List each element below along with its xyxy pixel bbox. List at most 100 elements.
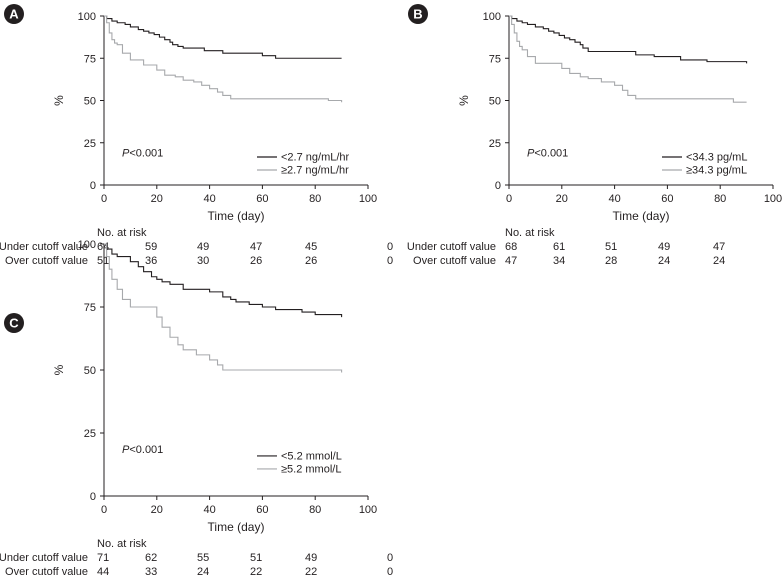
risk-table-value: 59 [145,241,157,253]
legend-label-series-2: ≥34.3 pg/mL [686,164,747,176]
y-tick-label: 100 [78,11,96,23]
x-tick-label: 40 [608,193,620,205]
risk-table-value: 0 [387,552,393,564]
risk-table-value: 0 [387,255,393,267]
risk-table-value: 24 [658,255,670,267]
legend-label-series-2: ≥5.2 mmol/L [281,463,341,475]
risk-table-value: 24 [197,566,209,578]
legend: <2.7 ng/mL/hr≥2.7 ng/mL/hr [257,151,350,176]
km-curve-series-1 [104,243,343,318]
legend-label-series-1: <5.2 mmol/L [281,450,342,462]
risk-table: No. at risk Under cutoff value 71 62 55 51 49 0… [0,538,393,578]
y-tick-label: 50 [84,96,96,108]
y-tick-label: 25 [84,428,96,440]
risk-table-row-label: Under cutoff value [0,552,88,564]
risk-table-header: No. at risk [505,227,555,239]
x-tick-label: 100 [359,504,377,516]
y-tick-label: 75 [84,53,96,65]
x-tick-label: 100 [764,193,782,205]
p-value-text: <0.001 [534,147,568,159]
x-tick-label: 60 [661,193,673,205]
risk-table-value: 55 [197,552,209,564]
km-curve-series-2 [509,15,747,103]
y-tick-label: 100 [78,239,96,251]
km-curve-series-1 [509,15,748,64]
risk-table-value: 49 [305,552,317,564]
y-axis-label: % [52,364,66,375]
y-tick-label: 25 [489,138,501,150]
legend-label-series-1: <2.7 ng/mL/hr [281,151,350,163]
panel-badge: A [4,4,24,24]
panel-b: B 0 25 50 75 100 0 20 40 60 80 100 Time (day)% P<0.00… [407,4,782,267]
y-axis-label: % [457,95,471,106]
risk-table-row-label: Under cutoff value [0,241,88,253]
panel-badge-letter: A [9,7,19,22]
risk-table-value: 71 [97,552,109,564]
risk-table-value: 51 [250,552,262,564]
risk-table-value: 34 [553,255,565,267]
x-tick-label: 100 [359,193,377,205]
risk-table-value: 47 [250,241,262,253]
risk-table-value: 64 [97,241,109,253]
risk-table-value: 28 [605,255,617,267]
panel-badge: C [4,313,24,333]
x-tick-label: 40 [203,504,215,516]
panel-c: C 0 25 50 75 100 0 20 40 60 80 100 Time (day)% P<0.00… [0,239,393,578]
p-value-label: P<0.001 [122,444,163,456]
risk-table-row-label: Over cutoff value [5,566,88,578]
risk-table-value: 33 [145,566,157,578]
risk-table-value: 49 [658,241,670,253]
panel-badge-circle [408,4,428,24]
risk-table-row-label: Over cutoff value [413,255,496,267]
x-tick-label: 80 [309,193,321,205]
risk-table-value: 68 [505,241,517,253]
x-tick-label: 20 [151,504,163,516]
x-axis-label: Time (day) [208,520,265,534]
panel-badge-circle [4,313,24,333]
x-tick-label: 20 [151,193,163,205]
legend-label-series-2: ≥2.7 ng/mL/hr [281,164,349,176]
risk-table-value: 0 [387,241,393,253]
x-tick-label: 20 [556,193,568,205]
y-tick-label: 0 [90,491,96,503]
risk-table-value: 22 [305,566,317,578]
risk-table-value: 62 [145,552,157,564]
risk-table-value: 26 [305,255,317,267]
risk-table: No. at risk Under cutoff value 64 59 49 47 45 0… [0,227,393,267]
x-tick-label: 0 [506,193,512,205]
panel-badge-letter: C [9,316,19,331]
y-tick-label: 50 [84,365,96,377]
y-tick-label: 25 [84,138,96,150]
panel-a: A 0 25 50 75 100 0 20 40 60 80 100 Time (day)% P<0.00… [0,4,393,267]
risk-table-row-label: Under cutoff value [407,241,496,253]
y-axis-label: % [52,95,66,106]
x-axis-label: Time (day) [208,209,265,223]
p-value-label: P<0.001 [527,147,568,159]
risk-table-value: 44 [97,566,109,578]
risk-table-value: 26 [250,255,262,267]
risk-table-value: 49 [197,241,209,253]
y-tick-label: 75 [84,302,96,314]
risk-table-value: 22 [250,566,262,578]
risk-table-value: 61 [553,241,565,253]
risk-table-value: 45 [305,241,317,253]
x-tick-label: 60 [256,193,268,205]
risk-table-value: 0 [387,566,393,578]
x-axis-label: Time (day) [613,209,670,223]
risk-table-header: No. at risk [97,538,147,550]
x-tick-label: 0 [101,504,107,516]
risk-table-header: No. at risk [97,227,147,239]
p-value-symbol: P [122,444,130,456]
p-value-symbol: P [527,147,535,159]
p-value-symbol: P [122,147,130,159]
risk-table-value: 47 [713,241,725,253]
panel-badge-letter: B [413,7,422,22]
y-tick-label: 50 [489,96,501,108]
legend: <5.2 mmol/L≥5.2 mmol/L [257,450,342,475]
km-curve-series-1 [104,15,342,59]
km-curve-series-2 [104,15,343,103]
risk-table-value: 36 [145,255,157,267]
panel-badge: B [408,4,428,24]
